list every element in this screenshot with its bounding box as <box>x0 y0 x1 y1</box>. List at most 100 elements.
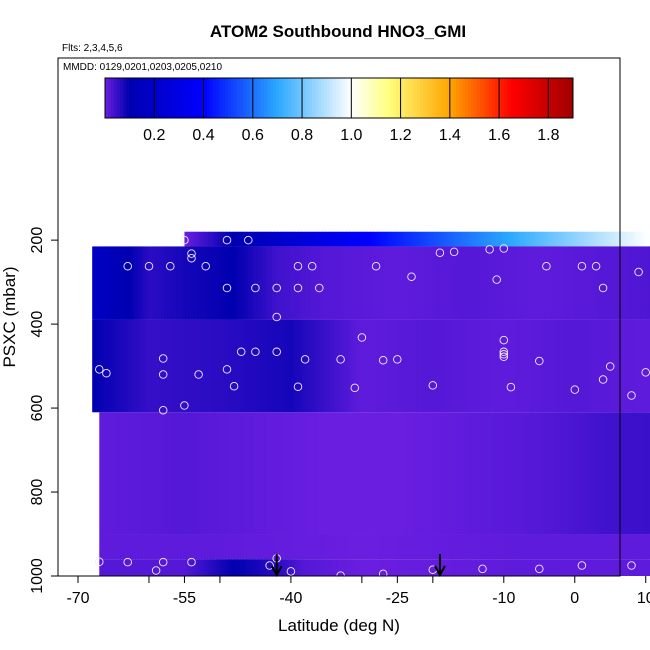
heatmap-cell-2-160 <box>571 319 576 413</box>
heatmap-cell-4-118 <box>452 534 457 560</box>
heatmap-cell-5-48 <box>243 559 247 576</box>
heatmap-cell-1-114 <box>433 246 438 320</box>
heatmap-cell-2-26 <box>170 319 174 413</box>
heatmap-cell-2-31 <box>185 319 189 413</box>
heatmap-cell-5-23 <box>168 559 172 576</box>
heatmap-cell-2-76 <box>320 319 324 413</box>
heatmap-cell-5-46 <box>237 559 241 576</box>
heatmap-cell-0-10 <box>214 231 218 247</box>
heatmap-cell-4-51 <box>252 534 256 560</box>
heatmap-cell-2-86 <box>350 319 354 413</box>
colorbar-segment-69 <box>312 78 316 118</box>
colorbar-segment-85 <box>360 78 364 118</box>
colorbar-segment-68 <box>309 78 313 118</box>
heatmap-cell-2-92 <box>368 319 372 413</box>
heatmap-cell-5-59 <box>276 559 280 576</box>
heatmap-cell-5-108 <box>423 559 427 576</box>
heatmap-cell-5-93 <box>378 559 382 576</box>
heatmap-cell-2-175 <box>616 319 621 413</box>
heatmap-cell-2-153 <box>550 319 555 413</box>
heatmap-cell-4-20 <box>159 534 163 560</box>
heatmap-cell-2-161 <box>574 319 579 413</box>
heatmap-cell-4-100 <box>398 534 403 560</box>
colorbar-segment-2 <box>111 78 115 118</box>
heatmap-cell-3-72 <box>314 412 319 535</box>
heatmap-cell-3-15 <box>144 412 148 535</box>
heatmap-cell-1-184 <box>643 246 647 320</box>
heatmap-cell-1-57 <box>262 246 267 320</box>
heatmap-cell-1-75 <box>316 246 321 320</box>
heatmap-cell-5-1 <box>102 559 106 576</box>
heatmap-cell-3-39 <box>216 412 220 535</box>
colorbar-segment-155 <box>570 78 574 118</box>
heatmap-cell-0-19 <box>241 231 245 247</box>
heatmap-cell-4-94 <box>380 534 385 560</box>
heatmap-cell-3-87 <box>359 412 364 535</box>
colorbar-segment-37 <box>216 78 220 118</box>
heatmap-cell-4-7 <box>120 534 124 560</box>
heatmap-cell-5-82 <box>345 559 349 576</box>
heatmap-cell-4-55 <box>264 534 268 560</box>
heatmap-cell-4-95 <box>383 534 388 560</box>
heatmap-cell-0-94 <box>465 231 470 247</box>
heatmap-cell-1-19 <box>149 246 153 320</box>
heatmap-cell-4-109 <box>425 534 430 560</box>
heatmap-cell-2-40 <box>212 319 216 413</box>
heatmap-cell-0-149 <box>630 231 635 247</box>
colorbar-segment-103 <box>414 78 418 118</box>
heatmap-cell-4-4 <box>111 534 115 560</box>
heatmap-cell-5-76 <box>327 559 331 576</box>
observation-point-72 <box>194 370 203 379</box>
heatmap-cell-4-48 <box>243 534 247 560</box>
heatmap-cell-5-90 <box>369 559 373 576</box>
heatmap-cell-1-32 <box>188 246 192 320</box>
heatmap-cell-1-38 <box>206 246 210 320</box>
heatmap-cell-1-180 <box>631 246 635 320</box>
heatmap-cell-2-131 <box>484 319 489 413</box>
heatmap-cell-5-162 <box>584 559 589 576</box>
observation-point-57 <box>535 356 544 366</box>
heatmap-cell-4-53 <box>258 534 262 560</box>
heatmap-cell-4-60 <box>278 534 283 560</box>
heatmap-cell-2-9 <box>119 319 123 413</box>
heatmap-cell-0-34 <box>286 231 290 247</box>
heatmap-cell-0-81 <box>426 231 431 247</box>
colorbar-segment-139 <box>522 78 526 118</box>
heatmap-cell-5-124 <box>470 559 475 576</box>
heatmap-cell-2-126 <box>469 319 474 413</box>
heatmap-cell-4-170 <box>608 534 613 560</box>
heatmap-cell-1-153 <box>550 246 554 320</box>
heatmap-cell-2-159 <box>568 319 573 413</box>
heatmap-cell-1-89 <box>358 246 363 320</box>
heatmap-cell-4-81 <box>341 534 346 560</box>
heatmap-cell-3-34 <box>201 412 205 535</box>
heatmap-cell-2-61 <box>275 319 279 413</box>
chart-title: ATOM2 Southbound HNO3_GMI <box>210 22 466 41</box>
heatmap-cell-5-29 <box>186 559 190 576</box>
heatmap-cell-3-116 <box>446 412 451 535</box>
heatmap-cell-2-138 <box>505 319 510 413</box>
heatmap-cell-2-163 <box>580 319 585 413</box>
heatmap-cell-5-137 <box>509 559 514 576</box>
heatmap-cell-4-121 <box>461 534 466 560</box>
heatmap-cell-0-112 <box>519 231 524 247</box>
colorbar-segment-81 <box>348 78 352 118</box>
heatmap-cell-3-111 <box>431 412 436 535</box>
heatmap-cell-1-50 <box>241 246 246 320</box>
heatmap-cell-5-143 <box>527 559 532 576</box>
colorbar-segment-47 <box>246 78 250 118</box>
heatmap-cell-3-130 <box>488 412 493 535</box>
observation-point-77 <box>428 381 438 390</box>
heatmap-cell-5-132 <box>494 559 499 576</box>
heatmap-cell-4-180 <box>638 534 642 560</box>
colorbar-segment-22 <box>171 78 175 118</box>
heatmap-cell-5-26 <box>177 559 181 576</box>
heatmap-cell-2-113 <box>431 319 435 413</box>
heatmap-cell-2-62 <box>278 319 282 413</box>
heatmap-cell-4-157 <box>569 534 574 560</box>
colorbar-segment-126 <box>483 78 487 118</box>
heatmap-cell-3-147 <box>539 412 544 535</box>
heatmap-cell-1-138 <box>505 246 510 320</box>
heatmap-cell-3-2 <box>105 412 109 535</box>
heatmap-cell-1-16 <box>140 246 144 320</box>
